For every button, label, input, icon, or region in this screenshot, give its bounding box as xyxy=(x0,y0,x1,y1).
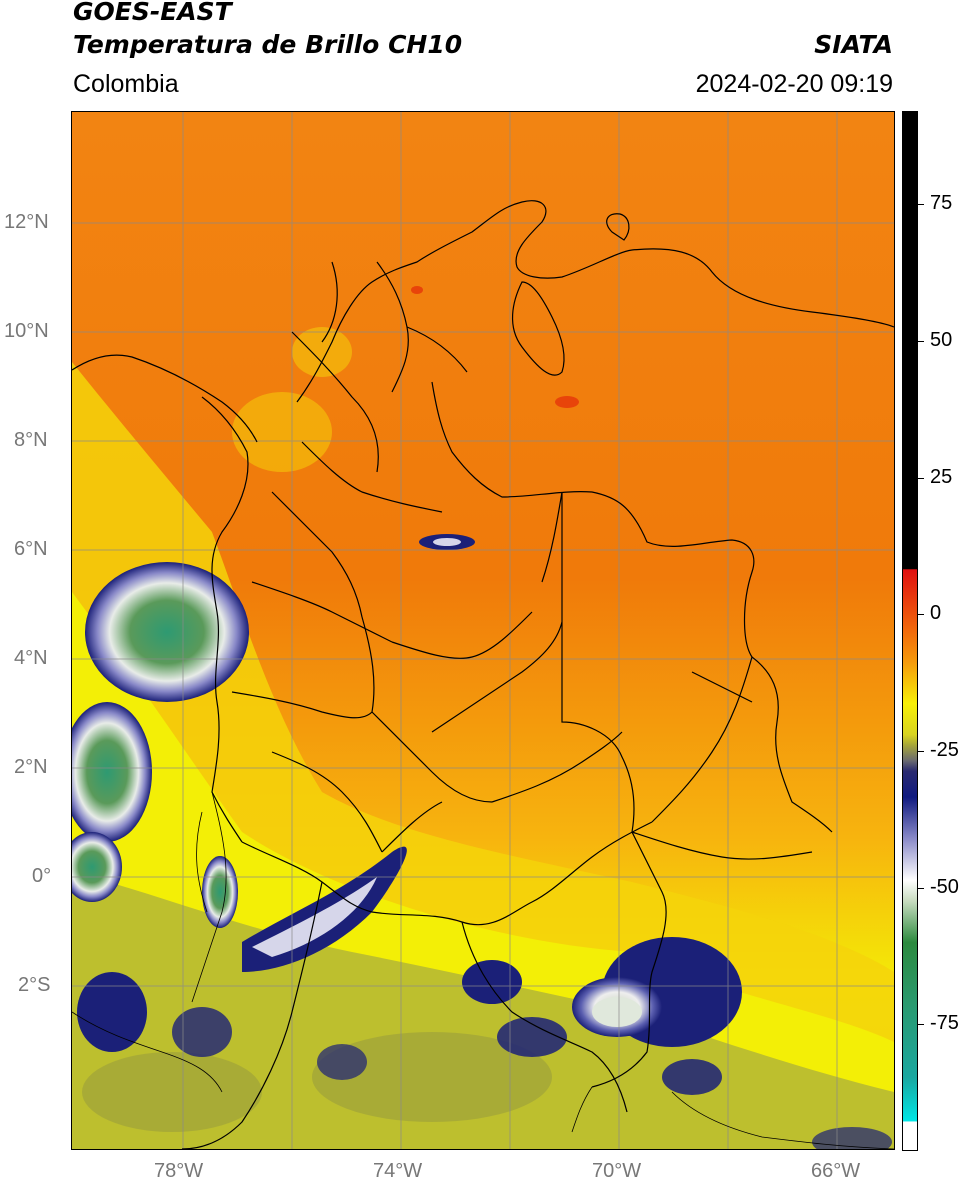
map-canvas xyxy=(72,112,894,1149)
colorbar-label: 25 xyxy=(930,466,953,488)
brightness-temperature-map xyxy=(71,111,895,1150)
region-label: Colombia xyxy=(73,70,179,98)
colorbar-label: 50 xyxy=(930,329,953,351)
country-borders xyxy=(72,200,894,1149)
product-title: Temperatura de Brillo CH10 xyxy=(73,30,463,59)
lat-label: 6°N xyxy=(14,538,48,560)
lon-label: 70°W xyxy=(592,1160,642,1182)
colorbar-tick xyxy=(917,1024,924,1025)
regional-lines xyxy=(72,791,894,1149)
lat-label: 10°N xyxy=(4,320,49,342)
colorbar-label: 75 xyxy=(930,192,953,214)
colorbar-tick xyxy=(917,341,924,342)
colorbar-tick xyxy=(917,204,924,205)
colorbar-tick xyxy=(917,751,924,752)
lat-label: 12°N xyxy=(4,211,49,233)
lon-label: 78°W xyxy=(154,1160,204,1182)
colorbar-tick xyxy=(917,888,924,889)
colorbar-label: -25 xyxy=(930,739,959,761)
satellite-title: GOES-EAST xyxy=(73,0,232,26)
lat-label: 8°N xyxy=(14,429,48,451)
lon-label: 74°W xyxy=(373,1160,423,1182)
colorbar-tick xyxy=(917,478,924,479)
colorbar xyxy=(902,111,918,1151)
colorbar-label: 0 xyxy=(930,602,942,624)
colorbar-label: -75 xyxy=(930,1012,959,1034)
lat-label: 4°N xyxy=(14,647,48,669)
graticule xyxy=(72,112,894,1149)
agency-label: SIATA xyxy=(814,30,893,59)
lat-label: 0° xyxy=(32,865,52,887)
datetime-label: 2024-02-20 09:19 xyxy=(695,70,893,98)
colorbar-label: -50 xyxy=(930,876,959,898)
lat-label: 2°S xyxy=(18,974,51,996)
colorbar-gradient xyxy=(903,112,917,1150)
colorbar-tick xyxy=(917,614,924,615)
lon-label: 66°W xyxy=(811,1160,861,1182)
lat-label: 2°N xyxy=(14,756,48,778)
